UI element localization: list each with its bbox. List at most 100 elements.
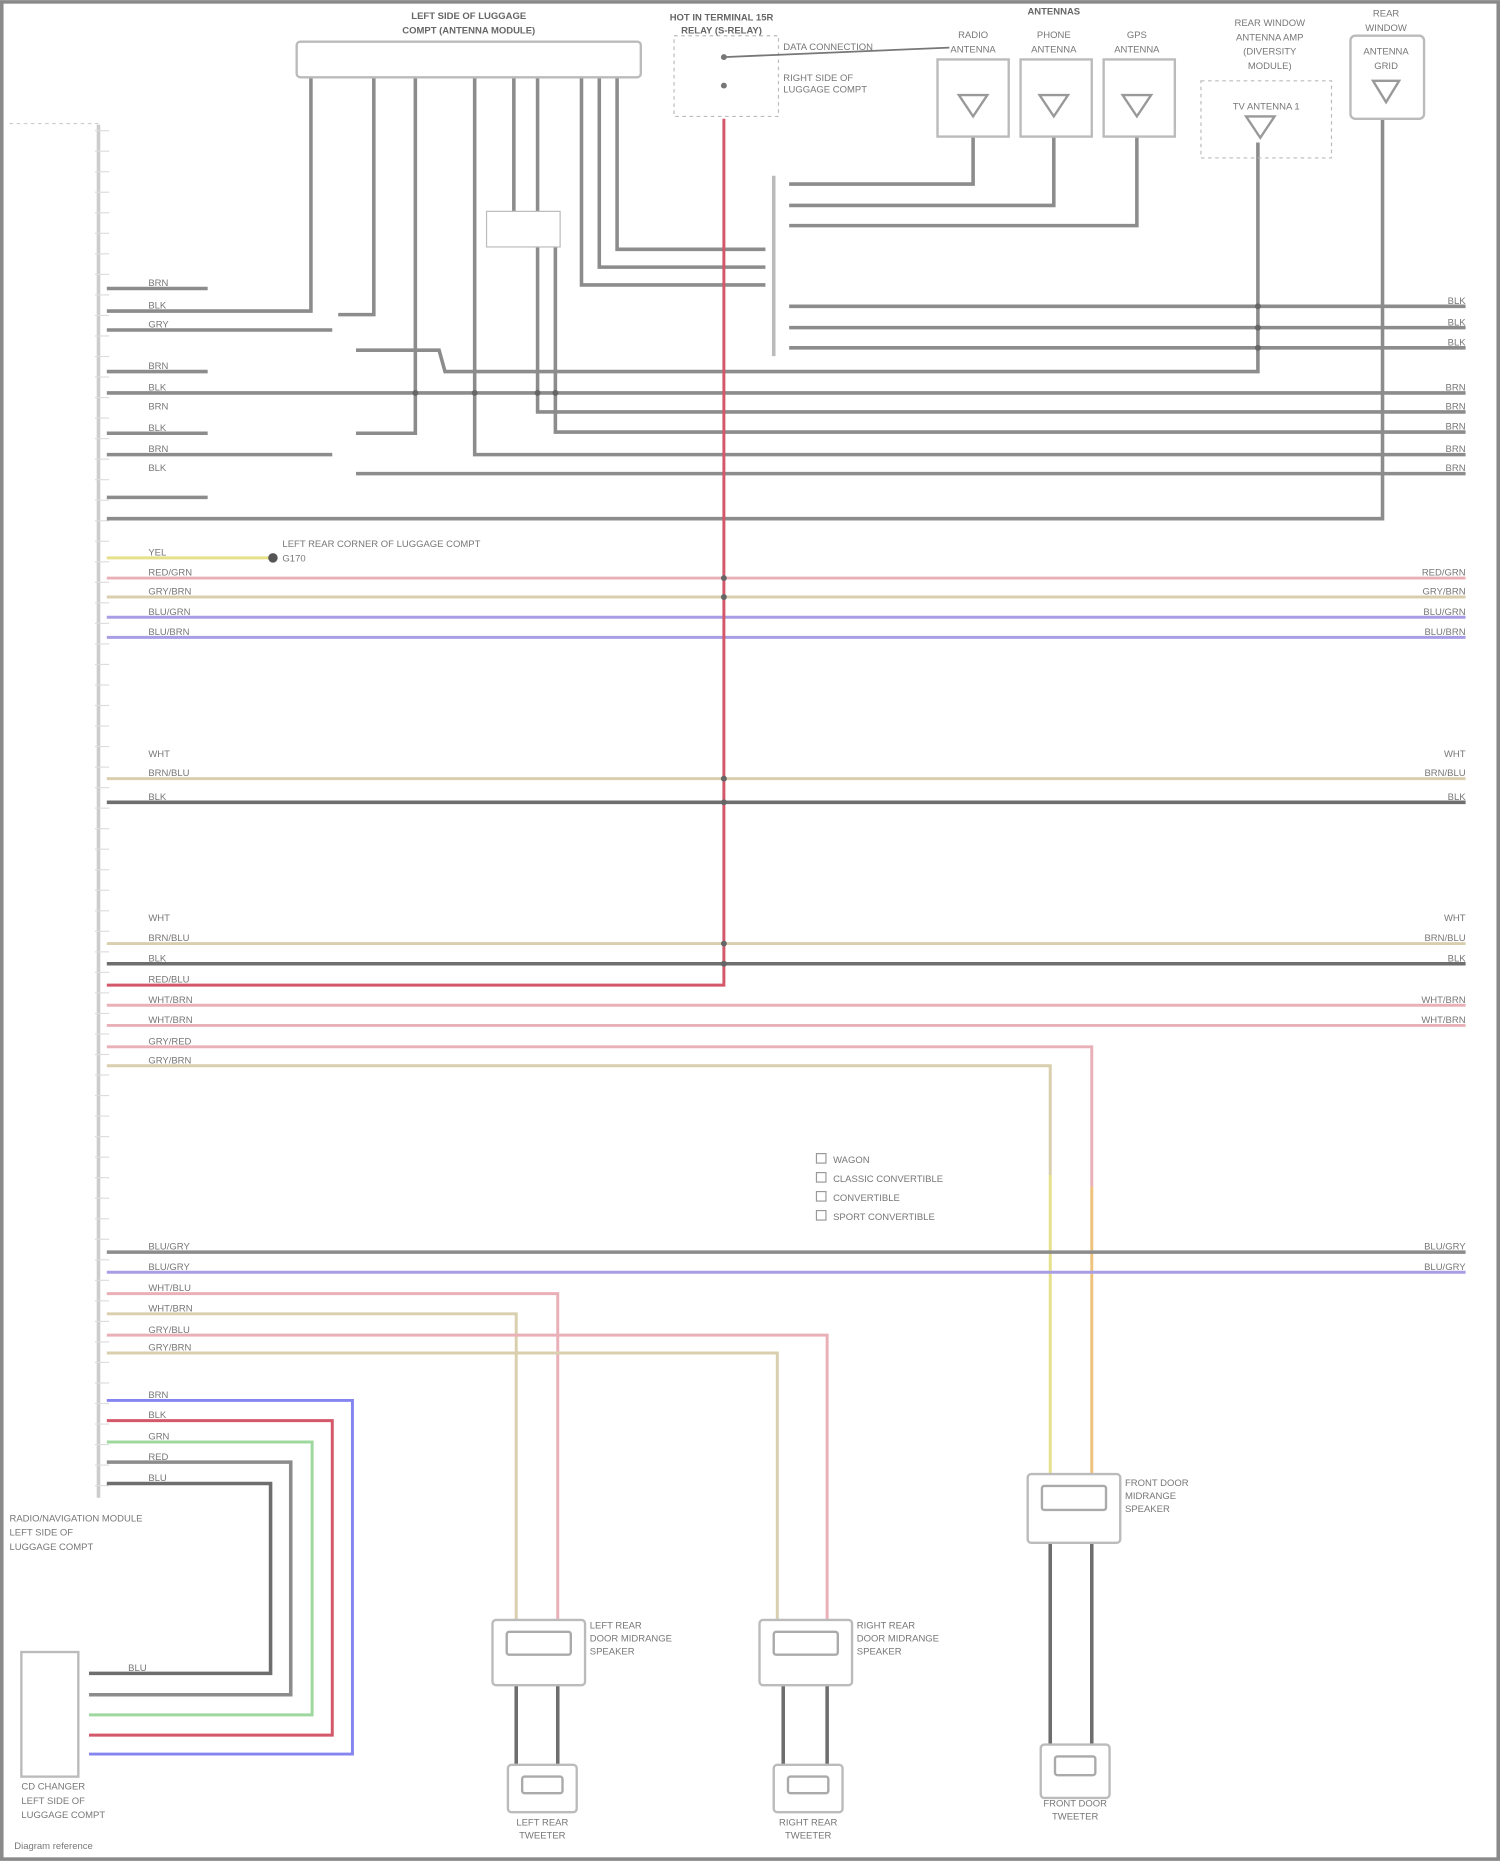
wire-label: BLK	[148, 792, 167, 803]
wire-red	[106, 118, 726, 987]
legend-item: SPORT CONVERTIBLE	[833, 1212, 935, 1223]
wire-label: BLU/BRN	[148, 627, 189, 638]
splice-dot	[1254, 303, 1261, 310]
front-door-speaker: FRONT DOOR MIDRANGE SPEAKER	[1026, 1472, 1189, 1545]
wire-label: BLK	[1448, 337, 1467, 348]
wire-label: BLK	[148, 1410, 167, 1421]
svg-text:WINDOW: WINDOW	[1365, 23, 1407, 34]
ground-id: G170	[282, 553, 305, 564]
left-rear-tweeter-label: TWEETER	[519, 1830, 566, 1841]
wire-label: WHT/BRN	[148, 1015, 192, 1026]
right-rear-tweeter: RIGHT REAR TWEETER	[772, 1763, 844, 1841]
wire-label: BRN	[148, 278, 168, 289]
wire-label: GRY/RED	[148, 1036, 191, 1047]
antennas-group-label: ANTENNAS	[1027, 6, 1080, 17]
footer-reference: Diagram reference	[14, 1841, 93, 1852]
wire-label: BRN/BLU	[1424, 768, 1465, 779]
cd-changer-box	[20, 1650, 80, 1778]
wire-gray	[615, 77, 766, 252]
wire-label: BLK	[1448, 953, 1467, 964]
wire-label: BLU/BRN	[1424, 627, 1465, 638]
wire-label: BLK	[1448, 317, 1467, 328]
splice-dot	[720, 575, 727, 582]
wire-label: WHT	[1444, 749, 1466, 760]
wire-pink	[106, 1333, 829, 1620]
wire-label: BRN	[1446, 402, 1466, 413]
front-door-tweeter-label: TWEETER	[1052, 1811, 1099, 1822]
ground-point	[268, 553, 278, 563]
svg-text:MODULE): MODULE)	[1248, 61, 1292, 72]
legend-marker	[815, 1209, 827, 1221]
svg-text:ANTENNA: ANTENNA	[1031, 44, 1077, 55]
svg-text:ANTENNA: ANTENNA	[950, 44, 996, 55]
wire-label: WHT	[1444, 913, 1466, 924]
left-rear-speaker-label: DOOR MIDRANGE	[590, 1633, 672, 1644]
radio-module-label-3: LUGGAGE COMPT	[9, 1542, 93, 1553]
wire-label: GRN	[148, 1432, 169, 1443]
svg-text:REAR: REAR	[1373, 9, 1400, 20]
wire-label: BLU/GRY	[1424, 1262, 1466, 1273]
wire-label: BLK	[148, 383, 167, 394]
svg-text:GPS: GPS	[1127, 30, 1147, 41]
wire-gray	[597, 77, 766, 269]
wire-label: BLU	[128, 1663, 147, 1674]
wire-label: RED/GRN	[148, 568, 192, 579]
legend-marker	[815, 1153, 827, 1164]
wire-label: BRN	[148, 444, 168, 455]
wire-label: BLK	[148, 463, 167, 474]
right-rear-speaker-label: RIGHT REAR	[857, 1620, 915, 1631]
splice-dot	[412, 389, 419, 396]
front-door-speaker-label: FRONT DOOR	[1125, 1478, 1189, 1489]
splice-dot	[534, 389, 541, 396]
wire-label: BRN	[1446, 383, 1466, 394]
left-rear-tweeter-label: LEFT REAR	[516, 1817, 568, 1828]
wire-label: BLK	[148, 953, 167, 964]
components-layer: LEFT SIDE OF LUGGAGE COMPT (ANTENNA MODU…	[9, 6, 1426, 1852]
wire-label: BLU/GRN	[148, 607, 190, 618]
wire-label: GRY/BRN	[148, 587, 191, 598]
inline-connector	[485, 210, 561, 248]
splice-dot	[720, 799, 727, 806]
svg-text:ANTENNA: ANTENNA	[1114, 44, 1160, 55]
wire-label: BLU/GRY	[148, 1242, 190, 1253]
wire-green	[89, 1440, 314, 1717]
wire-tan	[106, 1351, 779, 1620]
relay-note-1: DATA CONNECTION	[783, 42, 873, 53]
legend-item: CONVERTIBLE	[833, 1193, 900, 1204]
left-rear-tweeter: LEFT REAR TWEETER	[506, 1763, 578, 1841]
wire-label: RED	[148, 1452, 168, 1463]
wire-label: BRN	[1446, 463, 1466, 474]
wire-label: WHT	[148, 913, 170, 924]
radio-antenna: RADIO ANTENNA	[936, 30, 1010, 138]
right-rear-tweeter-label: TWEETER	[785, 1830, 832, 1841]
splice-dot	[1254, 324, 1261, 331]
wire-label: BRN/BLU	[1424, 933, 1465, 944]
front-door-speaker-label: SPEAKER	[1125, 1504, 1170, 1515]
wire-label: BLU/GRN	[1423, 607, 1465, 618]
relay-label-1: HOT IN TERMINAL 15R	[670, 12, 774, 23]
wire-pink	[106, 1045, 1094, 1187]
wire-label: GRY/BLU	[148, 1325, 190, 1336]
front-door-tweeter: FRONT DOOR TWEETER	[1039, 1743, 1111, 1822]
svg-text:TV ANTENNA 1: TV ANTENNA 1	[1233, 101, 1300, 112]
gps-antenna: GPS ANTENNA	[1102, 30, 1177, 138]
top-connector-label-2: COMPT (ANTENNA MODULE)	[402, 25, 535, 36]
wire-gray	[338, 77, 376, 317]
wire-gray	[789, 118, 975, 186]
wire-gray	[579, 77, 766, 287]
wire-label: BLU	[148, 1473, 167, 1484]
top-connector-label-1: LEFT SIDE OF LUGGAGE	[411, 11, 526, 22]
wire-pink	[106, 1292, 560, 1620]
relay-note-3: LUGGAGE COMPT	[783, 85, 867, 96]
legend: WAGON CLASSIC CONVERTIBLE CONVERTIBLE SPORT…	[815, 1153, 943, 1223]
wire-tan	[106, 1064, 1052, 1175]
wire-label: GRY/BRN	[1423, 587, 1466, 598]
wire-label: WHT/BRN	[148, 995, 192, 1006]
svg-text:GRID: GRID	[1374, 61, 1398, 72]
wire-label: BLK	[1448, 296, 1467, 307]
cd-changer-label-3: LUGGAGE COMPT	[21, 1810, 105, 1821]
wire-label: BLU/GRY	[148, 1262, 190, 1273]
radio-module-label-2: LEFT SIDE OF	[9, 1528, 73, 1539]
wire-label: RED/BLU	[148, 975, 189, 986]
